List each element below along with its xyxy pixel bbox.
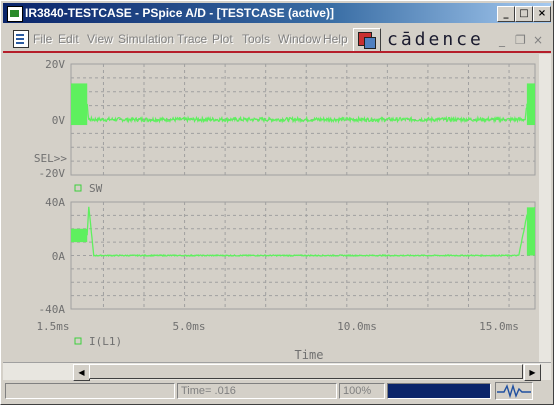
menu-window[interactable]: Window: [278, 32, 321, 46]
il1-trace[interactable]: [70, 206, 536, 258]
sw-switching-band: [71, 83, 88, 126]
il1-switching-band: [71, 228, 88, 243]
mdi-restore-button[interactable]: ❐: [515, 33, 526, 47]
menu-file[interactable]: File: [33, 32, 53, 46]
menu-trace[interactable]: Trace: [177, 32, 208, 46]
document-icon[interactable]: [13, 30, 29, 48]
menu-view[interactable]: View: [87, 32, 113, 46]
menu-simulation[interactable]: Simulation: [118, 32, 175, 46]
title-bar[interactable]: IR3840-TESTCASE - PSpice A/D - [TESTCASE…: [3, 3, 551, 23]
probe-plot-svg[interactable]: 20V 0V SEL>> -20V SW 40A 0A -40A 1.5ms 5…: [3, 54, 539, 362]
x-tick-1-5ms: 1.5ms: [36, 320, 69, 333]
menu-edit[interactable]: Edit: [58, 32, 79, 46]
mdi-close-button[interactable]: ×: [533, 33, 544, 47]
bottom-y-tick-neg40a: -40A: [39, 303, 66, 316]
probe-plot-area[interactable]: 20V 0V SEL>> -20V SW 40A 0A -40A 1.5ms 5…: [3, 54, 551, 362]
maximize-button[interactable]: □: [515, 6, 533, 22]
il1-switching-band: [526, 207, 535, 256]
sw-trace[interactable]: [70, 83, 536, 126]
x-tick-5-0ms: 5.0ms: [172, 320, 205, 333]
sw-legend-swatch[interactable]: [74, 184, 82, 192]
status-bar: Time= .016 100%: [3, 381, 551, 401]
menu-bar: File Edit View Simulation Trace Plot Too…: [3, 27, 551, 52]
sw-trace-line[interactable]: [70, 102, 536, 124]
bottom-y-tick-40a: 40A: [45, 196, 65, 209]
status-time: Time= .016: [177, 383, 337, 399]
x-tick-10-0ms: 10.0ms: [337, 320, 377, 333]
window-title: IR3840-TESTCASE - PSpice A/D - [TESTCASE…: [25, 6, 334, 20]
simulation-progress-bar: [387, 383, 491, 399]
x-tick-15-0ms: 15.0ms: [479, 320, 519, 333]
brand-divider: [3, 51, 551, 53]
pspice-app-icon[interactable]: [7, 6, 23, 22]
il1-trace-line[interactable]: [70, 206, 536, 258]
status-message-panel: [5, 383, 175, 399]
bottom-y-tick-0a: 0A: [52, 250, 66, 263]
top-y-tick-neg20v: -20V: [39, 167, 66, 180]
scroll-thumb[interactable]: [89, 364, 523, 379]
sw-legend-label[interactable]: SW: [89, 182, 103, 195]
top-plot-grid: [71, 64, 535, 175]
close-button[interactable]: ×: [533, 6, 551, 22]
sw-switching-band: [526, 83, 535, 126]
status-zoom: 100%: [339, 383, 385, 399]
menu-plot[interactable]: Plot: [212, 32, 233, 46]
cadence-logo-icon: [353, 28, 381, 52]
top-y-tick-0v: 0V: [52, 114, 66, 127]
waveform-icon: [497, 383, 531, 399]
scroll-right-button[interactable]: ▶: [524, 364, 541, 381]
menu-help[interactable]: Help: [323, 32, 348, 46]
vertical-scrollbar[interactable]: [539, 54, 551, 362]
menu-tools[interactable]: Tools: [242, 32, 271, 46]
waveform-status-icon: [495, 382, 533, 400]
cadence-brand: cādence: [387, 29, 484, 50]
minimize-button[interactable]: _: [497, 6, 515, 22]
top-y-tick-20v: 20V: [45, 58, 65, 71]
horizontal-scrollbar[interactable]: ◀ ▶: [3, 362, 551, 381]
x-axis-label: Time: [295, 348, 324, 362]
sel-marker[interactable]: SEL>>: [34, 152, 67, 165]
il1-legend-label[interactable]: I(L1): [89, 335, 122, 348]
mdi-minimize-button[interactable]: _: [499, 33, 505, 47]
scroll-left-button[interactable]: ◀: [73, 364, 90, 381]
il1-legend-swatch[interactable]: [74, 337, 82, 345]
